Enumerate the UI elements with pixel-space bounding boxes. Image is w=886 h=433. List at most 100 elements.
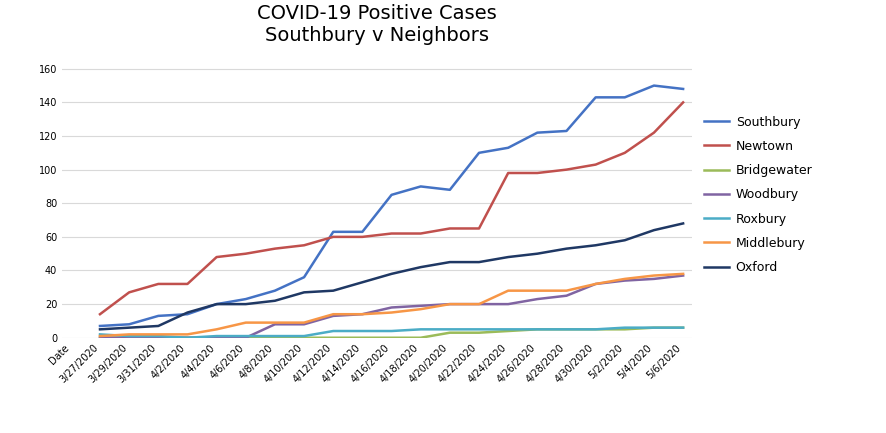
- Middlebury: [299, 320, 309, 325]
- Oxford: [677, 221, 688, 226]
- Newtown: [415, 231, 425, 236]
- Woodbury: [502, 301, 513, 307]
- Newtown: [502, 171, 513, 176]
- Line: Bridgewater: Bridgewater: [100, 328, 682, 338]
- Southbury: [677, 86, 688, 91]
- Woodbury: [415, 303, 425, 308]
- Oxford: [618, 238, 629, 243]
- Roxbury: [561, 327, 571, 332]
- Oxford: [415, 265, 425, 270]
- Oxford: [502, 255, 513, 260]
- Bridgewater: [357, 335, 368, 340]
- Oxford: [182, 310, 192, 315]
- Oxford: [532, 251, 542, 256]
- Line: Woodbury: Woodbury: [100, 275, 682, 338]
- Bridgewater: [182, 335, 192, 340]
- Newtown: [385, 231, 396, 236]
- Oxford: [328, 288, 338, 293]
- Oxford: [444, 259, 455, 265]
- Newtown: [124, 290, 135, 295]
- Woodbury: [618, 278, 629, 283]
- Southbury: [561, 128, 571, 133]
- Line: Roxbury: Roxbury: [100, 328, 682, 338]
- Middlebury: [473, 301, 484, 307]
- Middlebury: [532, 288, 542, 293]
- Roxbury: [648, 325, 658, 330]
- Middlebury: [502, 288, 513, 293]
- Roxbury: [618, 325, 629, 330]
- Middlebury: [357, 312, 368, 317]
- Middlebury: [211, 327, 222, 332]
- Roxbury: [182, 335, 192, 340]
- Line: Middlebury: Middlebury: [100, 274, 682, 336]
- Roxbury: [240, 333, 251, 339]
- Southbury: [385, 192, 396, 197]
- Southbury: [532, 130, 542, 135]
- Oxford: [299, 290, 309, 295]
- Newtown: [299, 242, 309, 248]
- Southbury: [240, 297, 251, 302]
- Oxford: [124, 325, 135, 330]
- Title: COVID-19 Positive Cases
Southbury v Neighbors: COVID-19 Positive Cases Southbury v Neig…: [257, 4, 496, 45]
- Oxford: [561, 246, 571, 251]
- Newtown: [561, 167, 571, 172]
- Middlebury: [444, 301, 455, 307]
- Roxbury: [502, 327, 513, 332]
- Bridgewater: [124, 335, 135, 340]
- Roxbury: [444, 327, 455, 332]
- Southbury: [590, 95, 601, 100]
- Woodbury: [240, 335, 251, 340]
- Woodbury: [182, 335, 192, 340]
- Bridgewater: [95, 335, 105, 340]
- Middlebury: [415, 307, 425, 312]
- Roxbury: [211, 333, 222, 339]
- Bridgewater: [240, 335, 251, 340]
- Oxford: [385, 271, 396, 276]
- Bridgewater: [152, 335, 163, 340]
- Woodbury: [473, 301, 484, 307]
- Oxford: [357, 280, 368, 285]
- Southbury: [502, 145, 513, 150]
- Bridgewater: [385, 335, 396, 340]
- Bridgewater: [590, 327, 601, 332]
- Woodbury: [328, 313, 338, 319]
- Southbury: [152, 313, 163, 319]
- Middlebury: [677, 271, 688, 276]
- Newtown: [473, 226, 484, 231]
- Bridgewater: [648, 325, 658, 330]
- Southbury: [357, 229, 368, 234]
- Southbury: [124, 322, 135, 327]
- Oxford: [211, 301, 222, 307]
- Southbury: [444, 187, 455, 192]
- Southbury: [473, 150, 484, 155]
- Southbury: [648, 83, 658, 88]
- Newtown: [444, 226, 455, 231]
- Roxbury: [95, 332, 105, 337]
- Roxbury: [385, 328, 396, 333]
- Middlebury: [95, 333, 105, 339]
- Bridgewater: [444, 330, 455, 335]
- Line: Newtown: Newtown: [100, 102, 682, 314]
- Roxbury: [590, 327, 601, 332]
- Woodbury: [124, 335, 135, 340]
- Woodbury: [152, 335, 163, 340]
- Line: Oxford: Oxford: [100, 223, 682, 330]
- Oxford: [152, 323, 163, 329]
- Middlebury: [618, 276, 629, 281]
- Bridgewater: [502, 328, 513, 333]
- Woodbury: [444, 301, 455, 307]
- Woodbury: [385, 305, 396, 310]
- Southbury: [618, 95, 629, 100]
- Middlebury: [328, 312, 338, 317]
- Oxford: [95, 327, 105, 332]
- Woodbury: [677, 273, 688, 278]
- Newtown: [648, 130, 658, 135]
- Newtown: [590, 162, 601, 167]
- Woodbury: [561, 293, 571, 298]
- Middlebury: [561, 288, 571, 293]
- Southbury: [182, 312, 192, 317]
- Newtown: [152, 281, 163, 287]
- Southbury: [269, 288, 280, 293]
- Woodbury: [590, 281, 601, 287]
- Woodbury: [648, 276, 658, 281]
